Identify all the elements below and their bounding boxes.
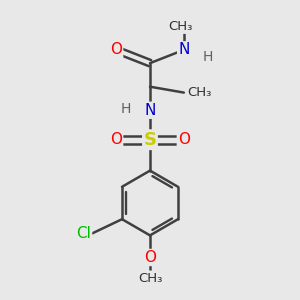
Text: Cl: Cl <box>76 226 91 242</box>
Text: O: O <box>178 132 190 147</box>
Text: CH₃: CH₃ <box>138 272 162 285</box>
Text: N: N <box>178 42 190 57</box>
Text: O: O <box>110 132 122 147</box>
Text: H: H <box>121 102 131 116</box>
Text: H: H <box>203 50 213 64</box>
Text: CH₃: CH₃ <box>169 20 193 33</box>
Text: S: S <box>143 131 157 149</box>
Text: CH₃: CH₃ <box>187 86 211 99</box>
Text: N: N <box>144 103 156 118</box>
Text: O: O <box>110 42 122 57</box>
Text: O: O <box>144 250 156 265</box>
